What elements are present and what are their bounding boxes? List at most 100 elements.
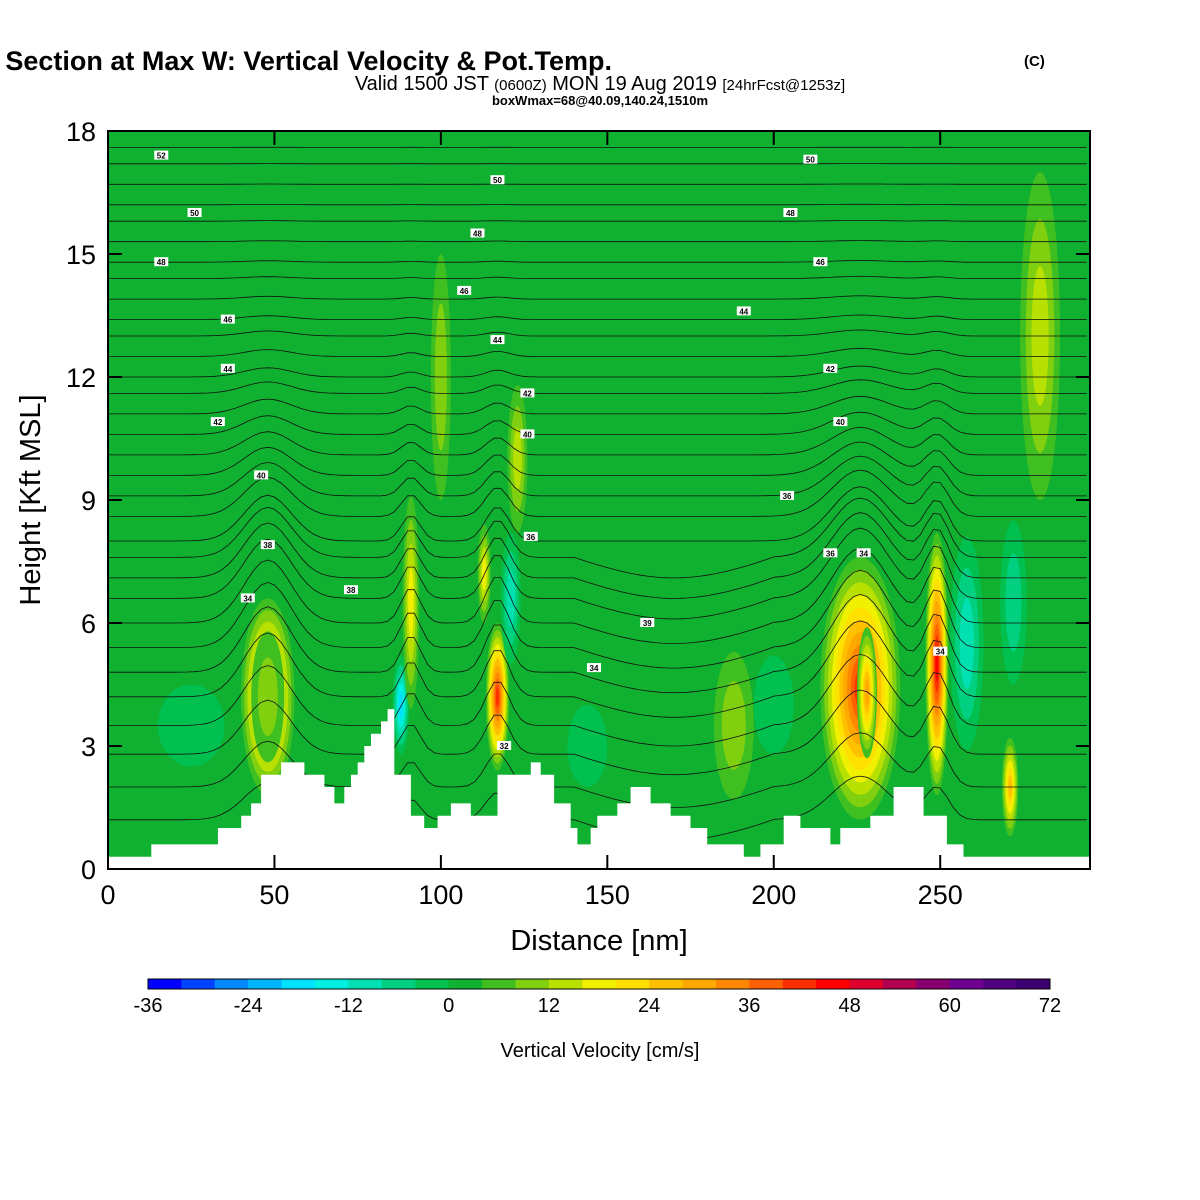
colorbar-swatch: [849, 979, 884, 989]
colorbar-tick-label: -12: [334, 995, 363, 1017]
colorbar-tick-label: -24: [234, 995, 263, 1017]
colorbar-swatch: [248, 979, 283, 989]
forecast-info: [24hrFcst@1253z]: [722, 77, 845, 94]
colorbar-tick-label: 48: [838, 995, 860, 1017]
contour-label: 36: [783, 492, 792, 501]
colorbar-swatch: [381, 979, 416, 989]
contour-label: 48: [473, 230, 482, 239]
contour-label: 34: [936, 648, 945, 657]
valid-date: MON 19 Aug 2019: [552, 73, 717, 95]
contour-label-bg: [856, 548, 871, 558]
velocity-band: [398, 691, 404, 719]
velocity-band: [567, 705, 608, 787]
x-tick-label: 150: [585, 880, 630, 910]
x-tick-label: 250: [918, 880, 963, 910]
isentrope-line: [108, 455, 1087, 497]
colorbar-tick-label: -36: [134, 995, 163, 1017]
colorbar-swatch: [582, 979, 617, 989]
contour-label-bg: [933, 646, 948, 656]
contour-label-bg: [780, 490, 795, 500]
isentrope-line: [108, 395, 1087, 415]
isentrope-line: [108, 593, 1087, 694]
velocity-cell: [1000, 520, 1027, 685]
contour-label-bg: [220, 314, 235, 324]
velocity-cell: [485, 623, 510, 771]
colorbar-tick-label: 36: [738, 995, 760, 1017]
y-tick-label: 6: [81, 609, 96, 639]
contour-label: 40: [523, 430, 532, 439]
contour-label-bg: [490, 175, 505, 185]
isentrope-line: [108, 620, 1087, 718]
contour-label: 48: [157, 258, 166, 267]
colorbar-tick-label: 12: [538, 995, 560, 1017]
colorbar-swatch: [148, 979, 182, 989]
x-tick-label: 0: [100, 880, 115, 910]
colorbar-swatch: [1016, 979, 1051, 989]
velocity-cell: [567, 705, 608, 787]
velocity-cell: [251, 631, 285, 763]
isentrope-line: [108, 426, 1087, 456]
velocity-band: [1005, 553, 1022, 652]
contour-label-bg: [457, 285, 472, 295]
contour-label: 48: [786, 209, 795, 218]
y-tick-label: 3: [81, 732, 96, 762]
contour-label: 34: [590, 664, 599, 673]
velocity-cell: [507, 385, 528, 533]
contour-label-bg: [210, 417, 225, 427]
isentrope-line: [108, 365, 1087, 378]
isentrope-line: [108, 497, 1087, 579]
x-tick-label: 200: [751, 880, 796, 910]
y-tick-label: 12: [66, 363, 96, 393]
copyright-mark: (C): [1024, 53, 1045, 70]
boxwmax-line: boxWmax=68@40.09,140.24,1510m: [492, 93, 708, 108]
contour-label: 44: [223, 365, 232, 374]
isentrope-line: [108, 329, 1087, 337]
contour-label-bg: [803, 154, 818, 164]
y-tick-label: 0: [81, 855, 96, 885]
colorbar-swatch: [983, 979, 1018, 989]
isentrope-line: [108, 441, 1087, 476]
velocity-cell: [925, 532, 949, 796]
contour-label-bg: [640, 618, 655, 627]
valid-utc: (0600Z): [494, 77, 547, 94]
colorbar-title: Vertical Velocity [cm/s]: [501, 1040, 700, 1062]
contour-label: 50: [190, 209, 199, 218]
contour-label-bg: [523, 531, 538, 541]
contour-label-bg: [220, 363, 235, 373]
colorbar-swatch: [749, 979, 784, 989]
colorbar-swatch: [515, 979, 550, 989]
colorbar-tick-label: 60: [939, 995, 961, 1017]
velocity-band: [495, 686, 500, 708]
isentrope-line: [108, 512, 1087, 599]
contour-labels: 52 50 48 46 44 42 40 38 34 38 50 48 46 44 42 40 36 39 34 32…: [154, 150, 948, 751]
velocity-cell: [713, 651, 754, 800]
contour-label-bg: [823, 363, 838, 373]
contour-label-bg: [736, 306, 751, 316]
contour-label-bg: [587, 663, 602, 673]
chart-title: Wind-Parallel Section at Max W: Vertical…: [0, 46, 612, 76]
contour-label-bg: [833, 417, 848, 427]
contour-label: 36: [526, 533, 535, 542]
colorbar-swatch: [782, 979, 817, 989]
velocity-cell: [950, 536, 984, 751]
contour-label: 52: [157, 152, 166, 161]
velocity-band: [959, 597, 974, 690]
isentrope-line: [108, 379, 1087, 394]
contour-label-bg: [154, 150, 169, 160]
potential-temperature-contours: [108, 146, 1087, 841]
y-axis-title: Height [Kft MSL]: [15, 394, 47, 605]
valid-prefix: Valid 1500 JST: [355, 73, 489, 95]
isentrope-line: [108, 653, 1087, 747]
isentrope-line: [108, 295, 1087, 300]
x-tick-label: 50: [259, 880, 289, 910]
colorbar-swatch: [448, 979, 483, 989]
colorbar-swatch: [949, 979, 984, 989]
x-axis-title: Distance [nm]: [510, 925, 687, 957]
contour-label-bg: [520, 429, 535, 439]
isentrope-line: [108, 260, 1087, 263]
velocity-band: [513, 427, 522, 491]
contour-label: 44: [493, 336, 502, 345]
contour-label-bg: [783, 208, 798, 217]
contour-label-bg: [497, 741, 512, 750]
contour-label: 42: [826, 365, 835, 374]
